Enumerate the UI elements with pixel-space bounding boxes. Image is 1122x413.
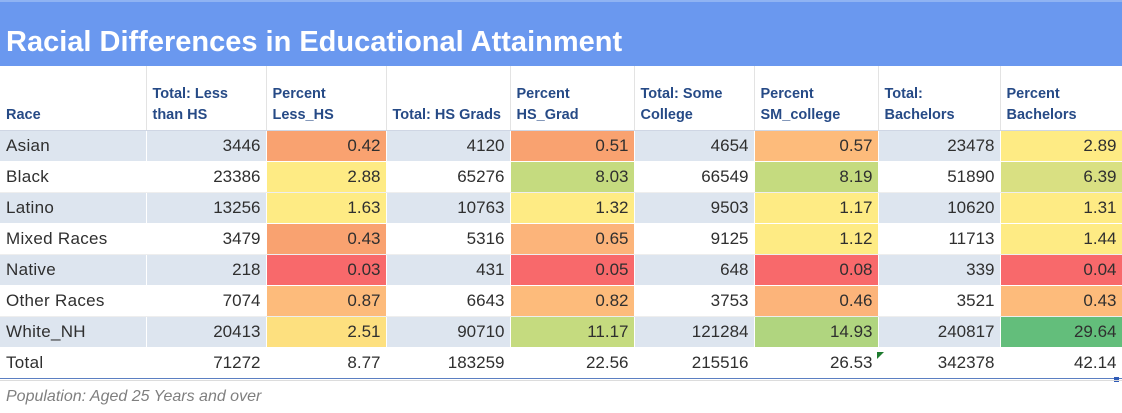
selection-fill-handle[interactable] bbox=[1114, 377, 1119, 382]
count-cell[interactable]: 7074 bbox=[146, 285, 267, 317]
table-row: Latino 13256 1.63 10763 1.32 9503 1.17 10620 1.3… bbox=[0, 192, 1122, 224]
header-percent-less-hs[interactable]: Percent Less_HS bbox=[266, 66, 387, 131]
percent-cell[interactable]: 8.19 bbox=[754, 161, 879, 193]
table-row: Other Races 7074 0.87 6643 0.82 3753 0.46 3521 0… bbox=[0, 285, 1122, 317]
attainment-table: Race Total: Less than HS Percent Less_HS… bbox=[0, 66, 1122, 379]
count-cell[interactable]: 90710 bbox=[386, 316, 511, 348]
count-cell[interactable]: 20413 bbox=[146, 316, 267, 348]
header-percent-sm-college[interactable]: Percent SM_college bbox=[754, 66, 879, 131]
percent-cell[interactable]: 1.17 bbox=[754, 192, 879, 224]
count-cell[interactable]: 10620 bbox=[878, 192, 1001, 224]
percent-cell[interactable]: 0.04 bbox=[1000, 254, 1122, 286]
race-cell[interactable]: Asian bbox=[0, 130, 147, 162]
header-total-bachelors[interactable]: Total: Bachelors bbox=[878, 66, 1001, 131]
table-row: Black 23386 2.88 65276 8.03 66549 8.19 51890 6.3… bbox=[0, 161, 1122, 193]
header-total-less-hs[interactable]: Total: Less than HS bbox=[146, 66, 267, 131]
percent-cell[interactable]: 1.31 bbox=[1000, 192, 1122, 224]
title-bar: Racial Differences in Educational Attain… bbox=[0, 0, 1122, 66]
percent-cell[interactable]: 0.57 bbox=[754, 130, 879, 162]
percent-cell[interactable]: 8.77 bbox=[266, 346, 387, 379]
table-row: Native 218 0.03 431 0.05 648 0.08 339 0.04 bbox=[0, 254, 1122, 286]
percent-cell[interactable]: 8.03 bbox=[510, 161, 635, 193]
percent-cell[interactable]: 0.51 bbox=[510, 130, 635, 162]
count-cell[interactable]: 183259 bbox=[386, 346, 511, 379]
count-cell[interactable]: 65276 bbox=[386, 161, 511, 193]
percent-cell[interactable]: 22.56 bbox=[510, 346, 635, 379]
count-cell[interactable]: 9125 bbox=[634, 223, 755, 255]
race-cell[interactable]: Total bbox=[0, 346, 147, 379]
percent-cell[interactable]: 0.08 bbox=[754, 254, 879, 286]
table-row: White_NH 20413 2.51 90710 11.17 121284 14.93 24… bbox=[0, 316, 1122, 348]
percent-cell[interactable]: 0.43 bbox=[266, 223, 387, 255]
percent-cell[interactable]: 0.65 bbox=[510, 223, 635, 255]
percent-cell[interactable]: 0.43 bbox=[1000, 285, 1122, 317]
count-cell[interactable]: 218 bbox=[146, 254, 267, 286]
header-row: Race Total: Less than HS Percent Less_HS… bbox=[0, 66, 1122, 131]
count-cell[interactable]: 431 bbox=[386, 254, 511, 286]
percent-cell[interactable]: 1.44 bbox=[1000, 223, 1122, 255]
count-cell[interactable]: 51890 bbox=[878, 161, 1001, 193]
percent-cell[interactable]: 14.93 bbox=[754, 316, 879, 348]
count-cell[interactable]: 11713 bbox=[878, 223, 1001, 255]
count-cell[interactable]: 3753 bbox=[634, 285, 755, 317]
count-cell[interactable]: 5316 bbox=[386, 223, 511, 255]
count-cell[interactable]: 3446 bbox=[146, 130, 267, 162]
count-cell[interactable]: 3521 bbox=[878, 285, 1001, 317]
table-row: Asian 3446 0.42 4120 0.51 4654 0.57 23478 2.89 bbox=[0, 130, 1122, 162]
percent-cell[interactable]: 0.03 bbox=[266, 254, 387, 286]
percent-cell[interactable]: 2.51 bbox=[266, 316, 387, 348]
percent-cell[interactable]: 2.88 bbox=[266, 161, 387, 193]
count-cell[interactable]: 9503 bbox=[634, 192, 755, 224]
footnote: Population: Aged 25 Years and over bbox=[0, 380, 1122, 413]
percent-cell[interactable]: 0.42 bbox=[266, 130, 387, 162]
percent-cell[interactable]: 1.32 bbox=[510, 192, 635, 224]
percent-cell[interactable]: 1.63 bbox=[266, 192, 387, 224]
header-race[interactable]: Race bbox=[0, 66, 147, 131]
count-cell[interactable]: 23386 bbox=[146, 161, 267, 193]
count-cell[interactable]: 6643 bbox=[386, 285, 511, 317]
percent-cell[interactable]: 11.17 bbox=[510, 316, 635, 348]
header-percent-bachelors[interactable]: Percent Bachelors bbox=[1000, 66, 1122, 131]
table-title: Racial Differences in Educational Attain… bbox=[6, 26, 623, 58]
count-cell[interactable]: 23478 bbox=[878, 130, 1001, 162]
race-cell[interactable]: Native bbox=[0, 254, 147, 286]
count-cell[interactable]: 240817 bbox=[878, 316, 1001, 348]
count-cell[interactable]: 648 bbox=[634, 254, 755, 286]
count-cell[interactable]: 4654 bbox=[634, 130, 755, 162]
race-cell[interactable]: Other Races bbox=[0, 285, 147, 317]
count-cell[interactable]: 10763 bbox=[386, 192, 511, 224]
percent-cell[interactable]: 1.12 bbox=[754, 223, 879, 255]
count-cell[interactable]: 215516 bbox=[634, 346, 755, 379]
count-cell[interactable]: 66549 bbox=[634, 161, 755, 193]
percent-cell[interactable]: 42.14 bbox=[1000, 346, 1122, 379]
table-body: Asian 3446 0.42 4120 0.51 4654 0.57 23478 2.89 Bl… bbox=[0, 130, 1122, 379]
percent-cell[interactable]: 6.39 bbox=[1000, 161, 1122, 193]
total-row: Total 71272 8.77 183259 22.56 215516 26.53 3423… bbox=[0, 346, 1122, 379]
cell-comment-marker[interactable] bbox=[877, 352, 884, 359]
table-row: Mixed Races 3479 0.43 5316 0.65 9125 1.12 11713… bbox=[0, 223, 1122, 255]
percent-cell[interactable]: 29.64 bbox=[1000, 316, 1122, 348]
count-cell[interactable]: 121284 bbox=[634, 316, 755, 348]
race-cell[interactable]: Black bbox=[0, 161, 147, 193]
count-cell[interactable]: 71272 bbox=[146, 346, 267, 379]
percent-cell[interactable]: 0.82 bbox=[510, 285, 635, 317]
count-cell[interactable]: 13256 bbox=[146, 192, 267, 224]
header-percent-hs-grad[interactable]: Percent HS_Grad bbox=[510, 66, 635, 131]
count-cell[interactable]: 4120 bbox=[386, 130, 511, 162]
count-cell[interactable]: 342378 bbox=[878, 346, 1001, 379]
percent-cell[interactable]: 0.87 bbox=[266, 285, 387, 317]
percent-cell[interactable]: 26.53 bbox=[754, 346, 879, 379]
header-total-some-college[interactable]: Total: Some College bbox=[634, 66, 755, 131]
count-cell[interactable]: 3479 bbox=[146, 223, 267, 255]
percent-cell[interactable]: 2.89 bbox=[1000, 130, 1122, 162]
race-cell[interactable]: Latino bbox=[0, 192, 147, 224]
race-cell[interactable]: White_NH bbox=[0, 316, 147, 348]
header-total-hs-grads[interactable]: Total: HS Grads bbox=[386, 66, 511, 131]
race-cell[interactable]: Mixed Races bbox=[0, 223, 147, 255]
percent-cell[interactable]: 0.46 bbox=[754, 285, 879, 317]
percent-cell[interactable]: 0.05 bbox=[510, 254, 635, 286]
count-cell[interactable]: 339 bbox=[878, 254, 1001, 286]
